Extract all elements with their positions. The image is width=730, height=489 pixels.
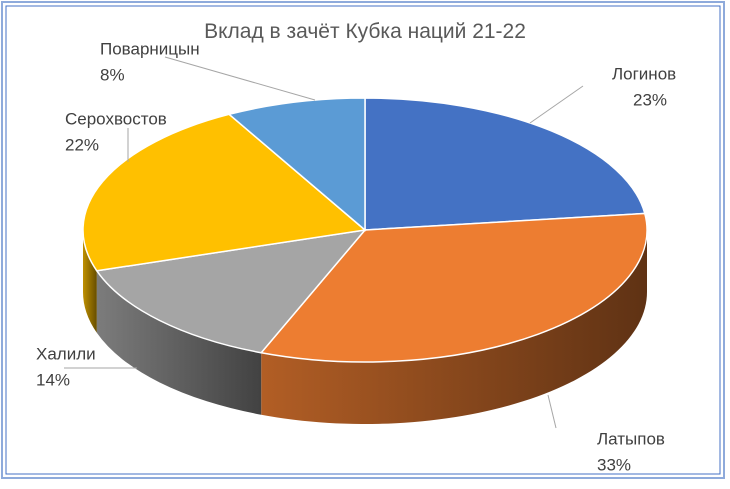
data-label-name: Серохвостов: [65, 109, 167, 128]
data-label-name: Латыпов: [597, 429, 665, 448]
slice: [364, 97, 646, 231]
slice-side: [83, 230, 97, 333]
slice-side: [96, 270, 262, 415]
data-label-name: Поварницын: [100, 39, 200, 58]
data-label-value: 22%: [65, 135, 99, 154]
data-label-value: 33%: [597, 455, 631, 474]
leader-line: [529, 85, 584, 124]
frame-inner: [5, 5, 721, 475]
leader-line: [547, 394, 557, 429]
chart-title: Вклад в зачёт Кубка наций 21-22: [204, 20, 526, 43]
data-label-value: 8%: [100, 65, 125, 84]
data-label-name: Халили: [36, 344, 96, 363]
slice: [227, 97, 366, 232]
data-label-value: 14%: [36, 370, 70, 389]
leader-line: [164, 56, 316, 101]
slice-side: [261, 230, 647, 425]
slice: [82, 113, 367, 272]
data-label-value: 23%: [633, 90, 667, 109]
data-label-name: Логинов: [612, 64, 676, 83]
slice: [259, 212, 648, 363]
